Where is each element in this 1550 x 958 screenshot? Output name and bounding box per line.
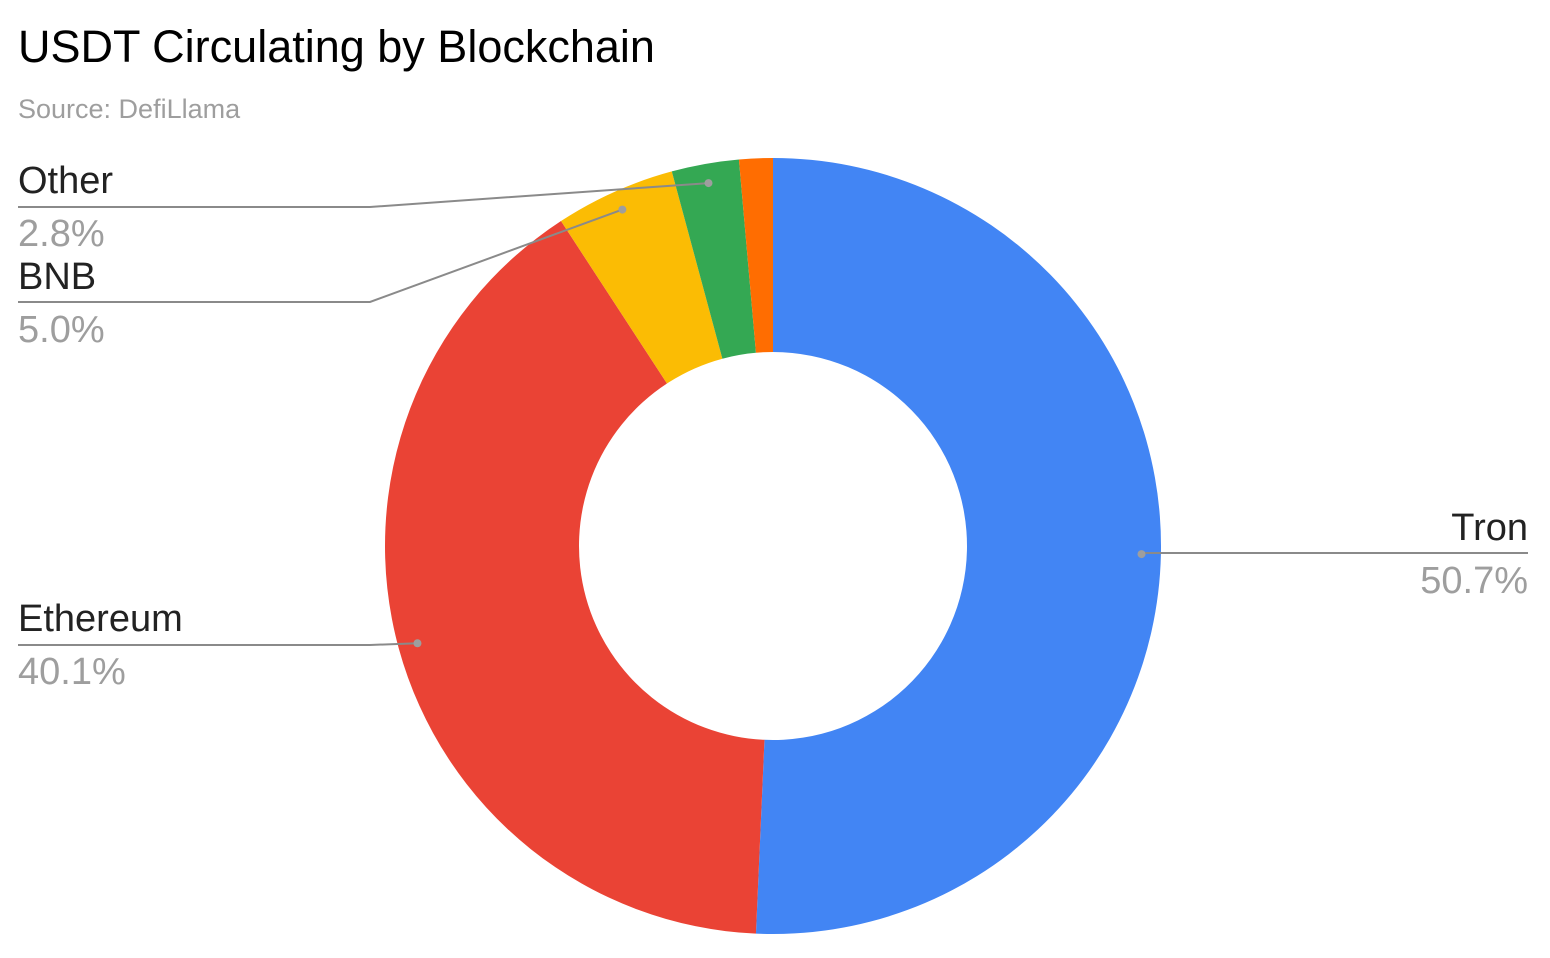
- leader-line: [18, 208, 623, 303]
- slice-label: Tron: [1451, 507, 1528, 549]
- chart-subtitle: Source: DefiLlama: [18, 94, 241, 124]
- leader-dot: [413, 639, 422, 648]
- chart-title: USDT Circulating by Blockchain: [18, 21, 655, 72]
- donut-slice: [560, 171, 723, 384]
- leader-line: [1140, 552, 1528, 555]
- slice-label: BNB: [18, 256, 96, 298]
- leader-line: [18, 642, 418, 646]
- slice-value-label: 5.0%: [18, 309, 105, 351]
- slice-value-label: 40.1%: [18, 651, 126, 693]
- slice-label: Ethereum: [18, 598, 183, 640]
- leader-dot: [618, 205, 627, 214]
- donut-slice: [385, 221, 765, 934]
- donut-slice: [671, 159, 756, 359]
- leader-dot: [704, 179, 713, 188]
- donut-slice: [755, 158, 1162, 935]
- slice-label: Other: [18, 160, 113, 202]
- donut-slice: [738, 158, 773, 353]
- leader-dot: [1137, 550, 1146, 559]
- slice-value-label: 2.8%: [18, 213, 105, 255]
- leader-line: [18, 182, 709, 208]
- slice-value-label: 50.7%: [1420, 560, 1528, 602]
